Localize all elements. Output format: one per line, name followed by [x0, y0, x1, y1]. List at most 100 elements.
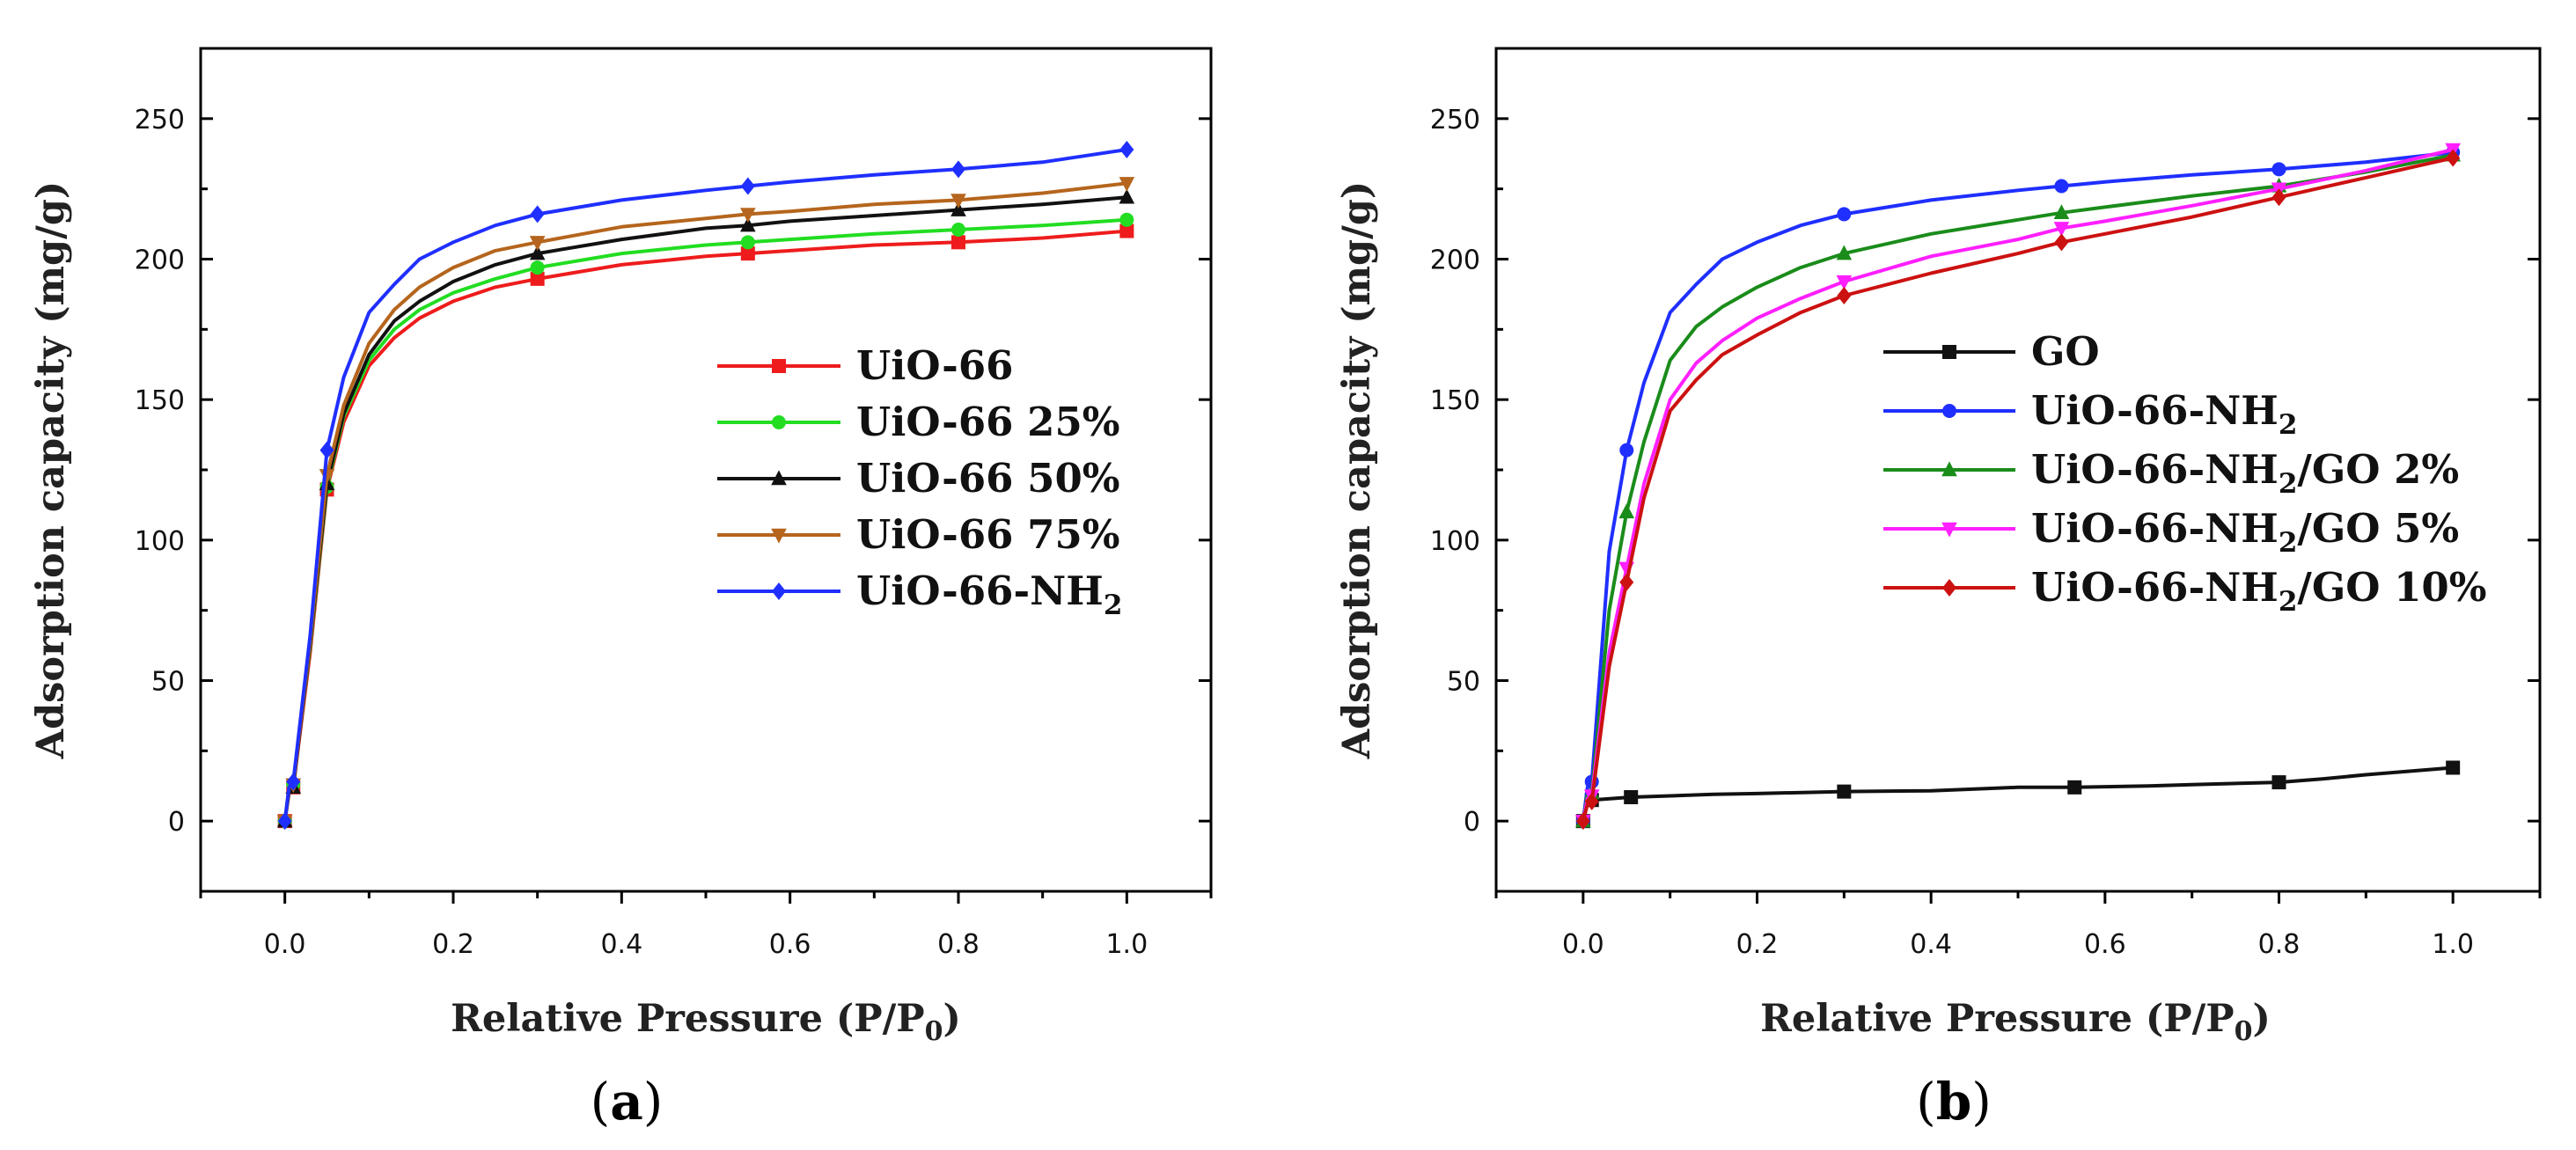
data-point-b-2: [1836, 245, 1853, 260]
x-axis-title-end-a: ): [943, 997, 961, 1041]
data-point-b-4: [1575, 812, 1590, 831]
legend-label-b-2: UiO-66-NH2/GO 2%: [2031, 446, 2459, 500]
data-point-a-4: [1119, 140, 1134, 158]
y-ticks-b: 0 50 100 150 200 250: [1430, 47, 2540, 893]
y-tick-label-b: 50: [1447, 667, 1480, 698]
panel-caption-a: (a): [591, 1072, 664, 1132]
series-line-b-3: [1581, 148, 2454, 822]
series-line-a-3: [283, 181, 1127, 822]
y-tick-label-a: 100: [135, 526, 185, 557]
legend-marker-a-3: [771, 528, 787, 544]
data-point-a-3: [319, 469, 335, 484]
x-tick-label-b: 0.2: [1736, 929, 1779, 960]
legend-label-a-0: UiO-66: [856, 342, 1013, 389]
x-axis-title-sub-b: 0: [2235, 1016, 2253, 1047]
y-tick-label-a: 150: [135, 385, 185, 416]
y-tick-label-a: 0: [168, 807, 185, 838]
legend-label-a-3: UiO-66 75%: [856, 511, 1120, 558]
series-line-b-4: [1581, 156, 2454, 822]
data-point-a-3: [950, 194, 966, 209]
x-tick-label-b: 0.6: [2084, 929, 2126, 960]
legend-marker-a-4: [772, 582, 786, 600]
legend-label-b-0: GO: [2031, 328, 2100, 375]
legend-label-a-2: UiO-66 50%: [856, 455, 1120, 502]
data-point-a-3: [529, 236, 546, 251]
data-point-b-4: [2054, 233, 2069, 252]
data-point-a-2: [1119, 188, 1135, 204]
data-point-a-2: [740, 216, 756, 232]
y-tick-label-b: 0: [1464, 807, 1480, 838]
data-point-b-0: [1624, 790, 1639, 805]
y-axis-title-a: Adsorption capacity (mg/g): [29, 181, 73, 760]
data-point-b-0: [2067, 780, 2082, 795]
x-axis-title-end-b: ): [2253, 997, 2271, 1041]
data-point-a-4: [530, 205, 545, 223]
x-tick-label-b: 0.8: [2258, 929, 2301, 960]
x-tick-label-a: 0.2: [432, 929, 474, 960]
x-tick-label-a: 0.0: [264, 929, 306, 960]
y-tick-label-b: 150: [1430, 385, 1480, 416]
data-point-a-4: [740, 177, 755, 195]
data-point-b-1: [1837, 207, 1852, 222]
legend-marker-a-0: [772, 359, 786, 373]
legend-label-b-3: UiO-66-NH2/GO 5%: [2031, 505, 2459, 559]
data-point-a-1: [1119, 212, 1134, 227]
data-point-b-3: [1836, 275, 1853, 290]
x-axis-title-a: Relative Pressure (P/P0): [451, 997, 961, 1047]
data-point-b-0: [2446, 760, 2461, 775]
data-point-b-4: [1837, 287, 1852, 305]
x-tick-label-b: 0.0: [1562, 929, 1604, 960]
legend-label-a-4: UiO-66-NH2: [856, 568, 1122, 621]
data-point-a-1: [740, 235, 755, 250]
legend-marker-b-3: [1941, 522, 1957, 538]
data-point-b-2: [2053, 204, 2070, 220]
legend-label-b-4: UiO-66-NH2/GO 10%: [2031, 564, 2487, 618]
data-point-a-3: [740, 208, 756, 223]
series-group-b: [1575, 143, 2461, 831]
x-axis-title-b: Relative Pressure (P/P0): [1760, 997, 2271, 1047]
panel-caption-letter-a: a: [610, 1072, 643, 1132]
series-line-a-4: [283, 148, 1127, 822]
y-tick-label-a: 200: [135, 245, 185, 276]
data-point-b-0: [2271, 775, 2286, 790]
x-tick-label-a: 1.0: [1105, 929, 1148, 960]
x-tick-label-a: 0.4: [600, 929, 642, 960]
data-point-b-3: [2053, 222, 2070, 237]
data-point-a-1: [530, 260, 545, 275]
legend-marker-b-0: [1942, 345, 1956, 359]
data-point-b-4: [1619, 573, 1634, 591]
y-tick-label-b: 250: [1430, 105, 1480, 136]
data-point-a-1: [951, 222, 965, 237]
x-ticks-a: 0.0 0.2 0.4 0.6 0.8 1.0: [199, 891, 1213, 960]
data-point-a-0: [951, 235, 965, 250]
data-point-a-2: [950, 201, 966, 216]
series-group-a: [276, 140, 1135, 831]
data-point-a-4: [277, 812, 292, 831]
data-point-b-4: [2446, 149, 2461, 167]
data-point-b-1: [1619, 443, 1634, 458]
data-point-b-1: [2054, 179, 2069, 194]
y-tick-label-a: 250: [135, 105, 185, 136]
data-point-a-4: [319, 441, 334, 459]
data-point-b-2: [1618, 503, 1635, 519]
x-axis-title-main-b: Relative Pressure (P/P: [1760, 997, 2235, 1041]
y-tick-label-b: 100: [1430, 526, 1480, 557]
data-point-a-4: [951, 160, 965, 179]
legend-marker-b-2: [1941, 461, 1957, 477]
legend-marker-a-2: [771, 470, 787, 486]
data-point-a-0: [1119, 223, 1134, 238]
chart-panel-a: 0 50 100 150 200 250 0.0 0.2 0.4 0.6 0.8 1.0 UiO-6…: [29, 47, 1213, 1132]
series-line-b-2: [1581, 153, 2454, 822]
x-tick-label-a: 0.6: [769, 929, 811, 960]
data-point-b-4: [1584, 792, 1599, 810]
series-line-b-0: [1581, 765, 2454, 822]
x-axis-title-sub-a: 0: [925, 1016, 943, 1047]
data-point-a-3: [1119, 177, 1135, 192]
y-tick-label-b: 200: [1430, 245, 1480, 276]
data-point-b-4: [2271, 188, 2286, 207]
legend-label-a-1: UiO-66 25%: [856, 399, 1120, 445]
legend-marker-b-4: [1942, 579, 1956, 597]
x-tick-label-b: 1.0: [2432, 929, 2474, 960]
